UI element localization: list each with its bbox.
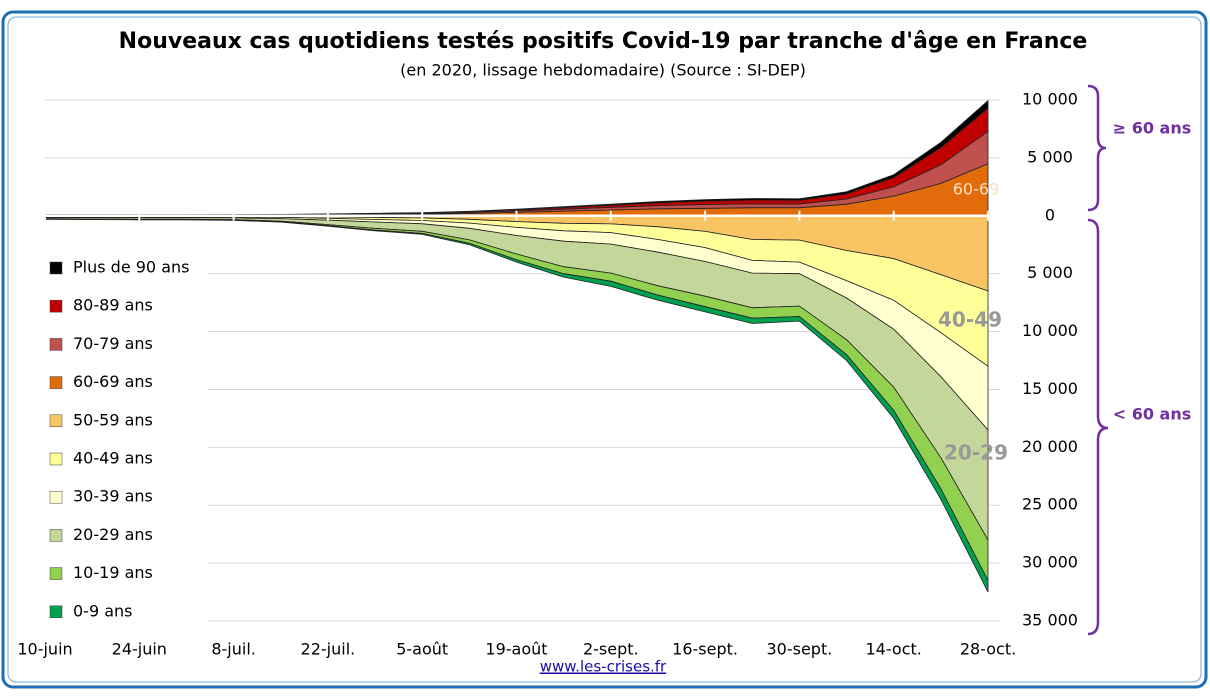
chart-title: Nouveaux cas quotidiens testés positifs … (119, 29, 1088, 54)
area (44, 218, 989, 593)
y-tick-label: 15 000 (1022, 379, 1078, 398)
legend-swatch (49, 490, 63, 504)
brace (1087, 218, 1109, 636)
legend-swatch (49, 299, 63, 313)
legend-label: 60-69 ans (73, 372, 153, 391)
legend-swatch (49, 338, 63, 351)
x-tick-label: 28-oct. (960, 640, 1016, 659)
annotation: 20-29 (944, 441, 1008, 465)
annotation: 60-69 (953, 180, 1000, 199)
legend-label: 40-49 ans (73, 449, 153, 468)
legend-swatch (49, 376, 63, 389)
legend-swatch (49, 529, 63, 542)
y-tick-label: 5 000 (1027, 263, 1073, 282)
legend-swatch (49, 261, 63, 275)
y-tick-label: 0 (1045, 205, 1055, 224)
area (44, 107, 989, 216)
y-tick-label: 10 000 (1022, 90, 1078, 109)
x-tick-label: 5-août (396, 640, 448, 659)
area (44, 163, 989, 217)
legend-swatch (49, 414, 63, 428)
legend-label: 0-9 ans (73, 601, 133, 620)
legend-label: 10-19 ans (73, 563, 153, 582)
legend-swatch (49, 605, 63, 619)
legend-bg (40, 250, 208, 630)
legend-swatch (49, 452, 63, 466)
legend-label: 70-79 ans (73, 334, 153, 353)
x-tick-label: 14-oct. (866, 640, 922, 659)
source-link[interactable]: www.les-crises.fr (540, 658, 667, 676)
annotation: 40-49 (938, 308, 1002, 332)
x-tick-label: 2-sept. (583, 640, 639, 659)
legend-label: Plus de 90 ans (73, 258, 189, 277)
legend-label: 20-29 ans (73, 525, 153, 544)
x-tick-label: 19-août (485, 640, 547, 659)
frame (1, 10, 1208, 689)
chart-subtitle: (en 2020, lissage hebdomadaire) (Source … (400, 61, 806, 80)
y-tick-label: 25 000 (1022, 495, 1078, 514)
legend-label: 50-59 ans (73, 410, 153, 429)
x-tick-label: 22-juil. (301, 640, 356, 659)
legend-swatch (49, 567, 63, 580)
y-tick-label: 35 000 (1022, 611, 1078, 630)
x-tick-label: 30-sept. (766, 640, 832, 659)
inner-frame (7, 16, 1202, 683)
y-tick-label: 5 000 (1027, 147, 1073, 166)
x-tick-label: 16-sept. (672, 640, 738, 659)
group-label: < 60 ans (1113, 405, 1192, 424)
x-tick-label: 8-juil. (211, 640, 256, 659)
y-tick-label: 30 000 (1022, 553, 1078, 572)
x-tick-label: 24-juin (112, 640, 167, 659)
x-tick-label: 10-juin (17, 640, 72, 659)
y-tick-label: 20 000 (1022, 437, 1078, 456)
area (44, 130, 989, 216)
y-tick-label: 10 000 (1022, 321, 1078, 340)
brace (1087, 84, 1107, 212)
legend-label: 30-39 ans (73, 487, 153, 506)
group-label: ≥ 60 ans (1113, 119, 1192, 138)
legend-label: 80-89 ans (73, 296, 153, 315)
